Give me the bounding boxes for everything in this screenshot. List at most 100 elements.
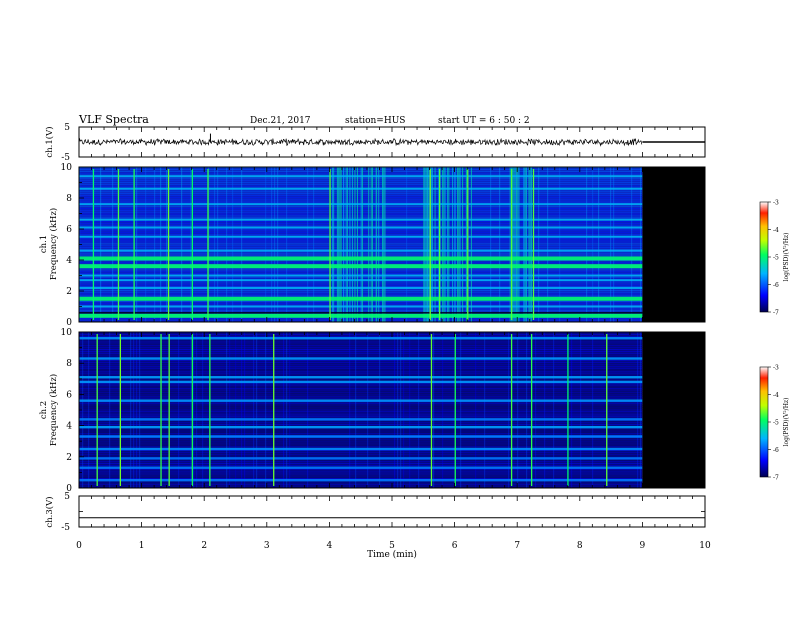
noise-column xyxy=(136,332,138,488)
noise-column xyxy=(592,167,594,322)
noise-stripe xyxy=(79,382,643,384)
noise-column xyxy=(100,167,102,322)
impulse-line xyxy=(606,334,608,486)
ch1-channel-label: ch.1 xyxy=(39,235,49,253)
activity-column xyxy=(457,167,459,322)
noise-stripe xyxy=(79,459,643,461)
activity-column xyxy=(384,167,386,322)
colorbar-tick-label: -4 xyxy=(773,227,779,234)
noise-column xyxy=(277,167,279,322)
impulse-line xyxy=(510,334,513,486)
x-axis-label: Time (min) xyxy=(367,549,417,560)
noise-stripe xyxy=(79,356,643,358)
impulse-line xyxy=(567,334,569,486)
activity-column xyxy=(514,167,516,322)
impulse-line xyxy=(273,334,275,486)
impulse-line xyxy=(160,334,162,486)
noise-column xyxy=(271,167,273,322)
noise-column xyxy=(508,332,510,488)
date-label: Dec.21, 2017 xyxy=(250,116,311,126)
noise-stripe xyxy=(79,423,643,425)
activity-column xyxy=(371,167,373,322)
activity-column xyxy=(345,167,347,322)
activity-column xyxy=(517,167,519,322)
activity-column xyxy=(349,167,351,322)
noise-stripe xyxy=(79,474,643,476)
noise-column xyxy=(538,167,540,322)
mid-band xyxy=(79,274,643,277)
noise-column xyxy=(580,332,582,488)
dark-band xyxy=(79,312,643,314)
impulse-line xyxy=(133,169,135,320)
activity-column xyxy=(428,167,430,322)
activity-column xyxy=(452,167,454,322)
activity-column xyxy=(370,167,372,322)
ch1-spectrogram-ytick-labels: 0 2 4 6 8 10 xyxy=(61,163,73,328)
noise-stripe xyxy=(79,438,643,440)
x-axis-tick-labels: 0 1 2 3 4 5 6 7 8 9 10 xyxy=(76,541,711,551)
x-tick-label: 2 xyxy=(201,541,207,551)
activity-column xyxy=(459,167,461,322)
frequency-tick-label: 0 xyxy=(66,484,72,494)
noise-column xyxy=(235,332,237,488)
noise-stripe xyxy=(79,332,643,334)
impulse-line xyxy=(92,169,95,320)
activity-column xyxy=(331,167,333,322)
noise-column xyxy=(367,332,369,488)
mid-band xyxy=(79,305,643,308)
activity-column xyxy=(465,167,467,322)
mid-band xyxy=(79,286,643,289)
mid-band xyxy=(79,218,643,221)
noise-column xyxy=(379,332,381,488)
noise-column xyxy=(517,332,519,488)
harmonic-band xyxy=(79,425,643,429)
noise-column xyxy=(349,332,351,488)
noise-stripe xyxy=(79,416,643,418)
noise-column xyxy=(610,167,612,322)
frequency-tick-label: 8 xyxy=(66,194,72,204)
activity-column xyxy=(378,167,380,322)
noise-stripe xyxy=(79,421,643,424)
ch3-waveform-panel: 5 -5 ch.3(V) xyxy=(44,492,706,533)
noise-stripe xyxy=(79,393,643,395)
colorbar-tick-label: -6 xyxy=(773,282,779,289)
noise-column xyxy=(232,167,234,322)
noise-column xyxy=(286,332,288,488)
noise-column xyxy=(559,167,561,322)
noise-stripe xyxy=(79,431,643,433)
noise-column xyxy=(547,167,549,322)
x-tick-label: 0 xyxy=(76,541,82,551)
ch1-ytick-top: 5 xyxy=(64,123,70,133)
noise-stripe xyxy=(79,361,643,364)
noise-column xyxy=(475,332,477,488)
activity-column xyxy=(346,167,348,322)
impulse-line xyxy=(96,334,98,486)
harmonic-band xyxy=(79,357,643,360)
ch3-ytick-top: 5 xyxy=(64,492,70,502)
noise-column xyxy=(181,167,183,322)
harmonic-band xyxy=(79,337,643,340)
strong-band xyxy=(79,313,643,318)
ch1-waveform-trace xyxy=(78,133,705,147)
noise-stripe xyxy=(79,335,643,337)
harmonic-band xyxy=(79,447,643,451)
activity-column xyxy=(454,167,456,322)
noise-column xyxy=(553,332,555,488)
noise-column xyxy=(403,332,405,488)
noise-stripe xyxy=(79,343,643,345)
noise-column xyxy=(400,332,402,488)
colorbar-tick-label: -5 xyxy=(773,255,779,262)
noise-column xyxy=(178,332,180,488)
activity-column xyxy=(518,167,520,322)
noise-stripe xyxy=(79,369,643,371)
noise-column xyxy=(214,167,216,322)
noise-stripe xyxy=(79,414,643,416)
activity-column xyxy=(444,167,446,322)
harmonic-band xyxy=(79,479,643,482)
impulse-line xyxy=(532,169,535,320)
activity-column xyxy=(438,167,440,322)
activity-column xyxy=(530,167,532,322)
noise-stripe xyxy=(79,464,643,467)
